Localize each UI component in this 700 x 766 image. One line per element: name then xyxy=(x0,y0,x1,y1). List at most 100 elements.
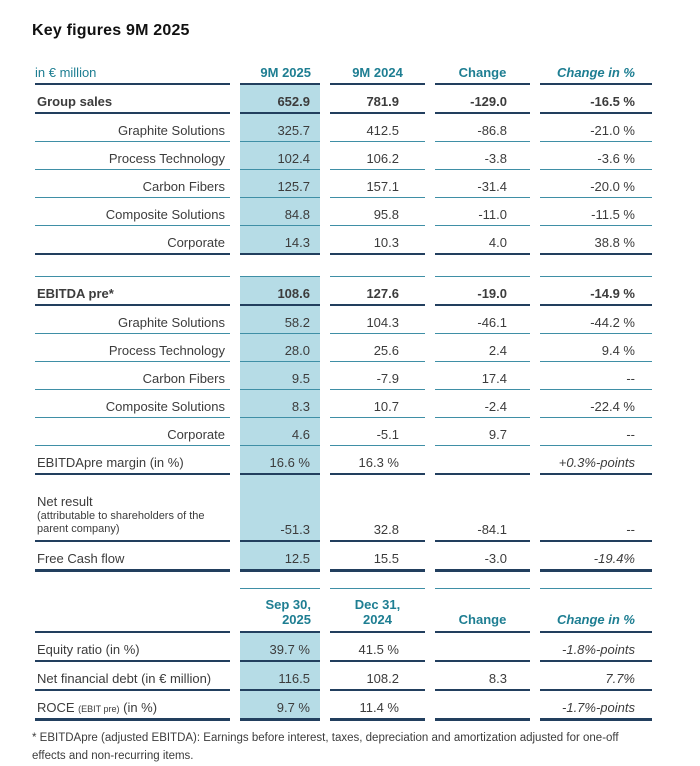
cell-value: -- xyxy=(540,475,652,542)
cell-value: -31.4 xyxy=(435,170,530,198)
header-row: in € million 9M 2025 9M 2024 Change Change i… xyxy=(35,56,652,85)
cell-value: 84.8 xyxy=(240,198,320,226)
cell-value: 9.7 xyxy=(435,418,530,446)
cell-value: 10.7 xyxy=(330,390,425,418)
row-label: Net financial debt (in € million) xyxy=(35,662,230,691)
cell-value: 11.4 % xyxy=(330,691,425,721)
cell-value: 10.3 xyxy=(330,226,425,255)
cell-value: -16.5 % xyxy=(540,85,652,114)
column-header: 9M 2025 xyxy=(240,56,320,85)
main-table-body: Group sales 652.9 781.9 -129.0 -16.5 % Graphi… xyxy=(35,85,652,572)
cell-value: -51.3 xyxy=(240,475,320,542)
footnote-line-1: * EBITDApre (adjusted EBITDA): Earnings … xyxy=(32,732,619,744)
cell-value: 412.5 xyxy=(330,114,425,142)
column-header: Change in % xyxy=(540,56,652,85)
cell-value: 8.3 xyxy=(435,662,530,691)
table-row xyxy=(35,255,652,276)
cell-value: 4.6 xyxy=(240,418,320,446)
cell-value: -3.8 xyxy=(435,142,530,170)
cell-value: 39.7 % xyxy=(240,633,320,662)
footnote-line-2: effects and non-recurring items. xyxy=(32,749,194,762)
row-label-text: Graphite Solutions xyxy=(118,123,225,138)
row-label-text: Composite Solutions xyxy=(105,399,225,414)
main-table-header: in € million 9M 2025 9M 2024 Change Change i… xyxy=(35,56,652,85)
table-row: Composite Solutions 84.8 95.8 -11.0 -11.5 % xyxy=(35,198,652,226)
row-label-text: Free Cash flow xyxy=(37,551,125,566)
cell-value: 9.5 xyxy=(240,362,320,390)
row-label-text: Net financial debt (in € million) xyxy=(37,671,212,686)
cell-value: 16.3 % xyxy=(330,446,425,475)
cell-value: -11.5 % xyxy=(540,198,652,226)
unit-label xyxy=(35,588,230,633)
cell-value: -44.2 % xyxy=(540,306,652,334)
table-row: Net financial debt (in € million) 116.5 10… xyxy=(35,662,652,691)
cell-value xyxy=(435,446,530,475)
cell-value: 12.5 xyxy=(240,542,320,572)
row-label: Corporate xyxy=(35,226,230,255)
cell-value: 32.8 xyxy=(330,475,425,542)
row-label: Composite Solutions xyxy=(35,390,230,418)
cell-value: -7.9 xyxy=(330,362,425,390)
row-label-text: Corporate xyxy=(167,427,225,442)
row-label-text: Carbon Fibers xyxy=(142,371,225,386)
cell-value: -5.1 xyxy=(330,418,425,446)
unit-label: in € million xyxy=(35,56,230,85)
row-label-text: Graphite Solutions xyxy=(118,315,225,330)
row-label: Carbon Fibers xyxy=(35,362,230,390)
cell-value: -- xyxy=(540,362,652,390)
main-table: in € million 9M 2025 9M 2024 Change Change i… xyxy=(25,56,662,572)
column-header: 9M 2024 xyxy=(330,56,425,85)
column-header: Sep 30, 2025 xyxy=(240,588,320,633)
cell-value: 4.0 xyxy=(435,226,530,255)
table-row: Equity ratio (in %) 39.7 % 41.5 % -1.8%-poi… xyxy=(35,633,652,662)
cell-value: 58.2 xyxy=(240,306,320,334)
table-row: EBITDA pre* 108.6 127.6 -19.0 -14.9 % xyxy=(35,276,652,306)
cell-value: 2.4 xyxy=(435,334,530,362)
cell-value: -2.4 xyxy=(435,390,530,418)
cell-value: -129.0 xyxy=(435,85,530,114)
cell-value: -11.0 xyxy=(435,198,530,226)
table-row: Composite Solutions 8.3 10.7 -2.4 -22.4 % xyxy=(35,390,652,418)
cell-value: -3.0 xyxy=(435,542,530,572)
cell-value: -86.8 xyxy=(435,114,530,142)
column-header: Change xyxy=(435,56,530,85)
cell-value: 95.8 xyxy=(330,198,425,226)
cell-value: 41.5 % xyxy=(330,633,425,662)
cell-value: 652.9 xyxy=(240,85,320,114)
secondary-table-body: Equity ratio (in %) 39.7 % 41.5 % -1.8%-poi… xyxy=(35,633,652,721)
row-label-text: EBITDA pre* xyxy=(37,286,114,301)
cell-value: 116.5 xyxy=(240,662,320,691)
cell-value: 127.6 xyxy=(330,276,425,306)
column-header: Change xyxy=(435,588,530,633)
row-label-text: EBITDApre margin (in %) xyxy=(37,455,184,470)
cell-value xyxy=(435,633,530,662)
row-label: Free Cash flow xyxy=(35,542,230,572)
cell-value: 325.7 xyxy=(240,114,320,142)
cell-value xyxy=(435,691,530,721)
row-label-text: (in %) xyxy=(119,700,158,715)
cell-value: -3.6 % xyxy=(540,142,652,170)
row-label: Process Technology xyxy=(35,142,230,170)
cell-value: 108.6 xyxy=(240,276,320,306)
row-label: Equity ratio (in %) xyxy=(35,633,230,662)
row-label-text: Net result xyxy=(37,493,93,509)
column-header: Change in % xyxy=(540,588,652,633)
table-row: Graphite Solutions 58.2 104.3 -46.1 -44.2 % xyxy=(35,306,652,334)
cell-value: 104.3 xyxy=(330,306,425,334)
cell-value: -19.0 xyxy=(435,276,530,306)
section-gap xyxy=(35,255,652,276)
table-row: Process Technology 28.0 25.6 2.4 9.4 % xyxy=(35,334,652,362)
table-row: Net result (attributable to shareholders … xyxy=(35,475,652,542)
row-label: ROCE (EBIT pre) (in %) xyxy=(35,691,230,721)
table-row: Carbon Fibers 125.7 157.1 -31.4 -20.0 % xyxy=(35,170,652,198)
secondary-table: Sep 30, 2025 Dec 31, 2024 Change Change in … xyxy=(25,588,662,721)
row-label-text: Process Technology xyxy=(108,343,225,358)
cell-value: +0.3%-points xyxy=(540,446,652,475)
row-label: Group sales xyxy=(35,85,230,114)
row-label-text: Equity ratio (in %) xyxy=(37,642,140,657)
row-label: Carbon Fibers xyxy=(35,170,230,198)
cell-value: -20.0 % xyxy=(540,170,652,198)
cell-value: -1.7%-points xyxy=(540,691,652,721)
table-row: Corporate 14.3 10.3 4.0 38.8 % xyxy=(35,226,652,255)
